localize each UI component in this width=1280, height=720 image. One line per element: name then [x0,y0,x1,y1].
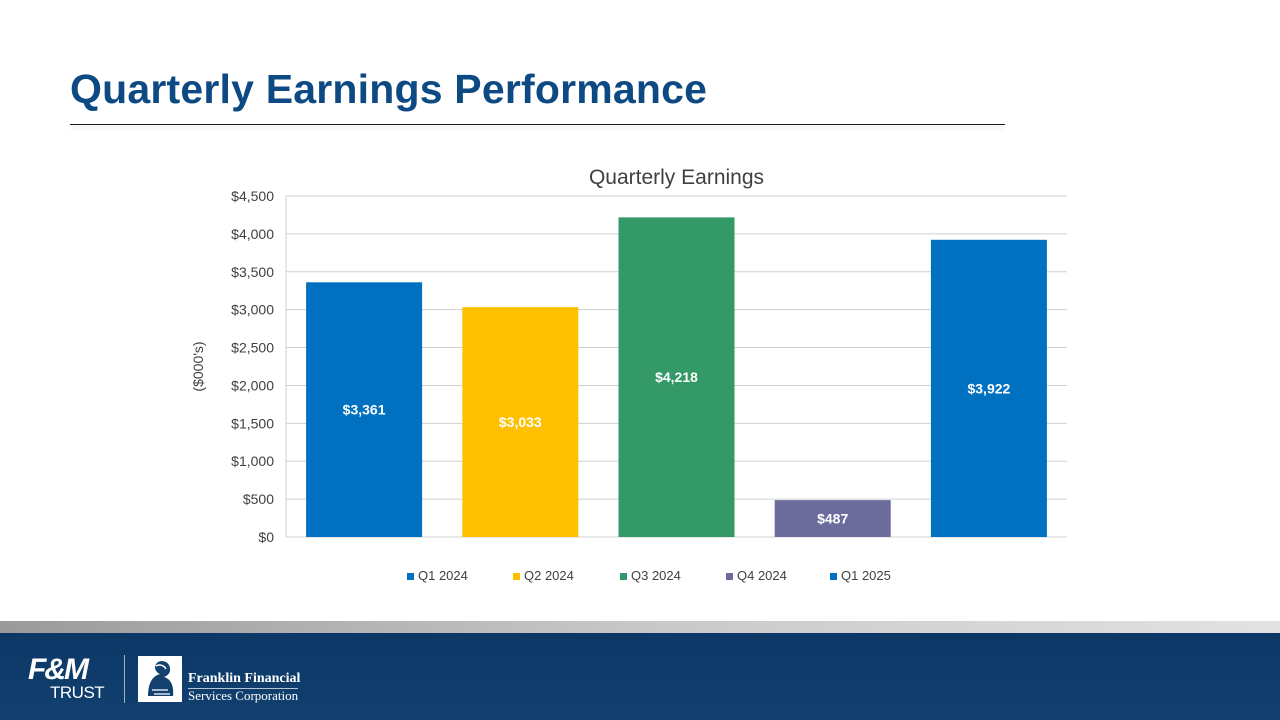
y-tick-label: $4,500 [231,188,274,204]
fm-logo-subtitle: TRUST [50,683,105,702]
legend-swatch [726,573,733,580]
bar-q1-2025 [930,239,1047,537]
bar-q3-2024 [618,217,735,538]
y-tick-label: $2,000 [231,377,274,393]
legend-label: Q1 2025 [841,568,891,583]
legend-swatch [407,573,414,580]
bar-q2-2024 [462,307,579,537]
y-tick-label: $1,000 [231,453,274,469]
franklin-portrait-seal-icon [138,656,182,702]
franklin-name-rule [188,688,298,689]
title-underline [70,124,1005,125]
y-axis-label: ($000's) [190,341,206,391]
y-tick-label: $2,500 [231,340,274,356]
y-tick-label: $4,000 [231,226,274,242]
footer-accent-band [0,621,1280,633]
logo-divider [124,655,125,703]
legend-swatch [620,573,627,580]
legend-label: Q4 2024 [737,568,787,583]
bar-q4-2024 [774,500,891,537]
legend-swatch [513,573,520,580]
franklin-financial-name: Franklin Financial [188,671,301,686]
legend-swatch [830,573,837,580]
bar-data-label: $3,922 [967,380,1010,396]
fm-trust-logo: F&M TRUST [28,655,112,705]
chart-title: Quarterly Earnings [589,166,764,189]
page-title: Quarterly Earnings Performance [70,66,708,112]
y-tick-label: $0 [258,529,274,545]
y-tick-label: $3,000 [231,302,274,318]
fm-logo-mark: F&M [28,653,89,686]
franklin-financial-subtitle: Services Corporation [188,688,299,703]
bar-data-label: $3,033 [499,414,542,430]
legend-label: Q2 2024 [524,568,574,583]
y-tick-label: $3,500 [231,264,274,280]
y-tick-label: $500 [243,491,274,507]
bar-q1-2024 [306,282,423,537]
bar-data-label: $4,218 [655,369,698,385]
legend-label: Q3 2024 [631,568,681,583]
bar-data-label: $487 [817,511,848,527]
legend-label: Q1 2024 [418,568,468,583]
y-tick-label: $1,500 [231,415,274,431]
footer: F&M TRUST Franklin Financial Services Co… [0,633,1280,720]
bar-data-label: $3,361 [343,402,386,418]
earnings-bar-chart: Quarterly Earnings $0 $500 $1,000 $1,500 $2,0… [190,166,1067,583]
